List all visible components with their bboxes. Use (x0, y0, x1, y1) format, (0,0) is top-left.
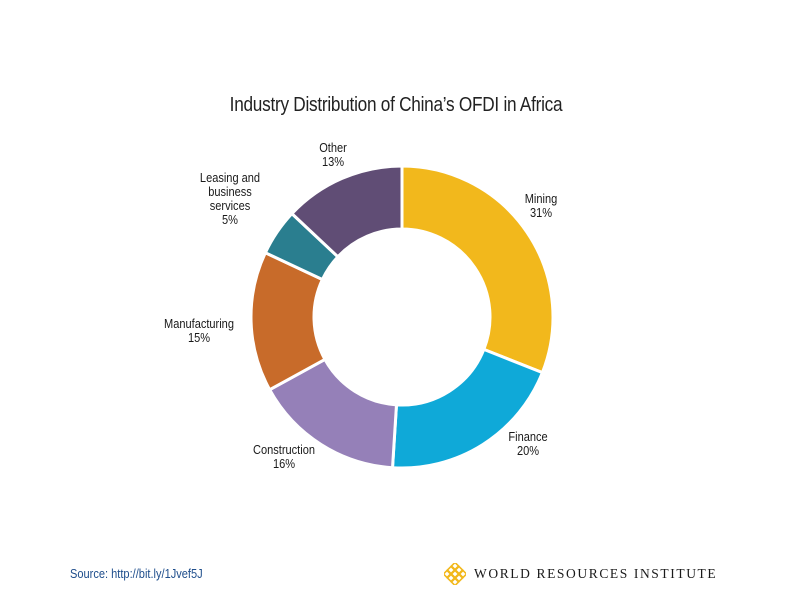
slice-name-label: Other (319, 140, 347, 155)
slice-value-label: 31% (530, 205, 552, 220)
slice-value-label: 5% (222, 212, 238, 227)
slice-mining (400, 164, 555, 375)
wri-logo-icon (444, 563, 466, 585)
slice-label: Finance 20% (508, 429, 548, 458)
slice-other (289, 164, 404, 259)
slice-label: Manufacturing 15% (164, 316, 234, 345)
slice-name-label: Leasing and (200, 170, 260, 185)
org-name: WORLD RESOURCES INSTITUTE (474, 566, 718, 581)
slice-name-label: Finance (508, 429, 548, 444)
slice-label: Construction 16% (253, 442, 315, 471)
slice-name-label: Manufacturing (164, 316, 234, 331)
slice-value-label: 15% (188, 330, 210, 345)
chart-title: Industry Distribution of China’s OFDI in… (229, 94, 563, 116)
slice-name-label: business (208, 184, 252, 199)
logo-mark (450, 577, 460, 585)
slice-name-label: Construction (253, 442, 315, 457)
slice-value-label: 13% (322, 154, 344, 169)
slice-name-label: Mining (525, 191, 558, 206)
slice-label: Leasing and business services 5% (200, 170, 260, 227)
slice-value-label: 20% (517, 443, 539, 458)
slice-name-label: services (210, 198, 250, 213)
wri-logo: WORLD RESOURCES INSTITUTE (444, 563, 717, 585)
slice-label: Other 13% (319, 140, 347, 169)
source-link[interactable]: Source: http://bit.ly/1Jvef5J (70, 566, 203, 581)
slice-value-label: 16% (273, 456, 295, 471)
slice-label: Mining 31% (525, 191, 558, 220)
